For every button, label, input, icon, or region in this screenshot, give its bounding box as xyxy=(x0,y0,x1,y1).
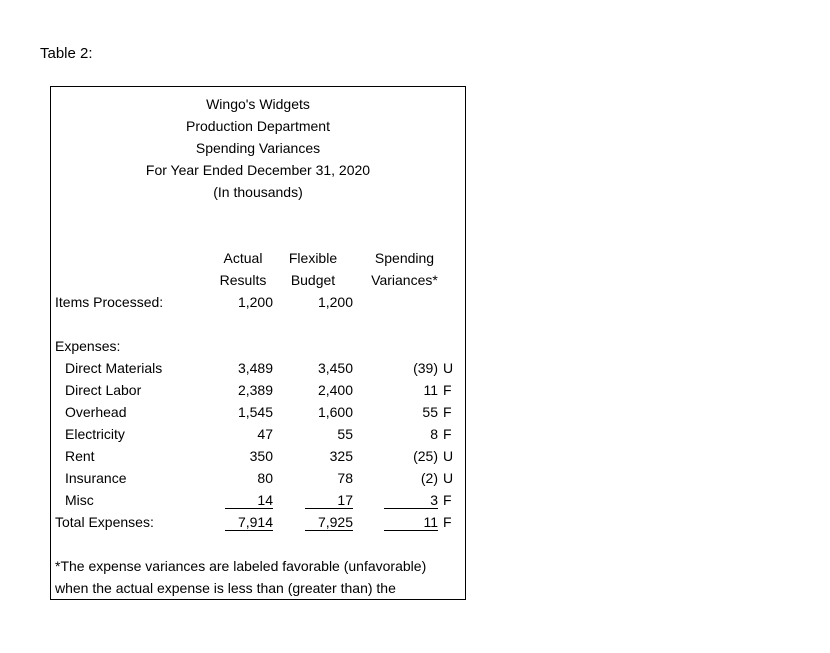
cell-actual: 350 xyxy=(249,448,273,464)
title-department: Production Department xyxy=(186,118,330,134)
cell-flexible: 325 xyxy=(329,448,353,464)
cell-flexible: 78 xyxy=(337,470,353,486)
spending-variance-table: Wingo's Widgets Production Department Sp… xyxy=(50,86,466,600)
cell-flag: F xyxy=(443,382,452,398)
expense-row: Electricity 47 55 8 F xyxy=(55,423,461,445)
title-company: Wingo's Widgets xyxy=(206,96,310,112)
column-header-row-1: Actual Flexible Spending xyxy=(55,247,461,269)
cell-actual: 1,200 xyxy=(237,294,273,310)
title-report-name: Spending Variances xyxy=(195,140,321,156)
header-empty-cell xyxy=(55,269,213,291)
row-label: Rent xyxy=(65,448,95,464)
cell-variance: 3 xyxy=(353,489,438,511)
cell-flexible: 2,400 xyxy=(317,382,353,398)
footnote-line: when the actual expense is less than (gr… xyxy=(55,580,396,596)
header-empty-cell xyxy=(55,247,213,269)
table-footnote: *The expense variances are labeled favor… xyxy=(55,555,461,599)
underlined-value: 17 xyxy=(305,489,353,509)
cell-flexible: 17 xyxy=(273,489,353,511)
col-header-actual-line1: Actual xyxy=(223,250,263,266)
expense-row: Overhead 1,545 1,600 55 F xyxy=(55,401,461,423)
row-label: Electricity xyxy=(65,426,125,442)
expense-row: Insurance 80 78 (2) U xyxy=(55,467,461,489)
cell-variance: 11 xyxy=(353,511,438,533)
cell-actual: 47 xyxy=(257,426,273,442)
expenses-section-header: Expenses: xyxy=(55,335,461,357)
row-label: Expenses: xyxy=(55,338,121,354)
expense-row: Rent 350 325 (25) U xyxy=(55,445,461,467)
cell-variance: (39) xyxy=(413,360,438,376)
cell-flag: U xyxy=(443,470,454,486)
cell-flexible: 55 xyxy=(337,426,353,442)
cell-variance xyxy=(353,291,438,313)
col-header-flexible-line2: Budget xyxy=(290,272,336,288)
spacer xyxy=(55,313,461,335)
footnote-line: *The expense variances are labeled favor… xyxy=(55,558,427,574)
underlined-value: 14 xyxy=(225,489,273,509)
cell-variance: 8 xyxy=(430,426,438,442)
cell-variance: 11 xyxy=(423,382,438,398)
cell-variance: (25) xyxy=(413,448,438,464)
col-header-variance-line1: Spending xyxy=(374,250,435,266)
cell-variance: 55 xyxy=(422,404,438,420)
expense-row: Direct Labor 2,389 2,400 11 F xyxy=(55,379,461,401)
cell-variance: (2) xyxy=(420,470,438,486)
title-period: For Year Ended December 31, 2020 xyxy=(145,162,371,178)
column-header-row-2: Results Budget Variances* xyxy=(55,269,461,291)
cell-actual: 7,914 xyxy=(213,511,273,533)
cell-flag: F xyxy=(443,514,452,530)
expense-row-misc: Misc 14 17 3 F xyxy=(55,489,461,511)
cell-actual: 14 xyxy=(213,489,273,511)
row-label: Direct Materials xyxy=(65,360,163,376)
row-label: Items Processed: xyxy=(55,294,164,310)
table-caption: Table 2: xyxy=(40,45,93,62)
cell-actual: 2,389 xyxy=(237,382,273,398)
cell-flag: U xyxy=(443,448,454,464)
cell-flexible: 3,450 xyxy=(317,360,353,376)
cell-actual: 1,545 xyxy=(237,404,273,420)
col-header-actual-line2: Results xyxy=(219,272,267,288)
col-header-variance-line2: Variances* xyxy=(371,272,438,288)
cell-actual: 80 xyxy=(257,470,273,486)
cell-flag: F xyxy=(443,426,452,442)
cell-flexible: 1,200 xyxy=(317,294,353,310)
table-title-block: Wingo's Widgets Production Department Sp… xyxy=(55,93,461,203)
spacer xyxy=(55,203,461,247)
underlined-value: 3 xyxy=(384,489,438,509)
cell-flag: F xyxy=(443,492,452,508)
cell-flexible: 7,925 xyxy=(273,511,353,533)
row-label: Overhead xyxy=(65,404,127,420)
col-header-flexible-line1: Flexible xyxy=(288,250,338,266)
row-label: Misc xyxy=(65,492,94,508)
expense-row: Direct Materials 3,489 3,450 (39) U xyxy=(55,357,461,379)
row-label: Insurance xyxy=(65,470,127,486)
row-label: Total Expenses: xyxy=(55,514,154,530)
cell-flexible: 1,600 xyxy=(317,404,353,420)
cell-flag: F xyxy=(443,404,452,420)
title-units: (In thousands) xyxy=(213,184,303,200)
row-label: Direct Labor xyxy=(65,382,142,398)
underlined-value: 7,925 xyxy=(305,511,353,531)
cell-actual: 3,489 xyxy=(237,360,273,376)
items-processed-row: Items Processed: 1,200 1,200 xyxy=(55,291,461,313)
total-expenses-row: Total Expenses: 7,914 7,925 11 F xyxy=(55,511,461,533)
underlined-value: 7,914 xyxy=(225,511,273,531)
cell-flag: U xyxy=(443,360,454,376)
underlined-value: 11 xyxy=(384,511,438,531)
cell-flag xyxy=(438,291,456,313)
